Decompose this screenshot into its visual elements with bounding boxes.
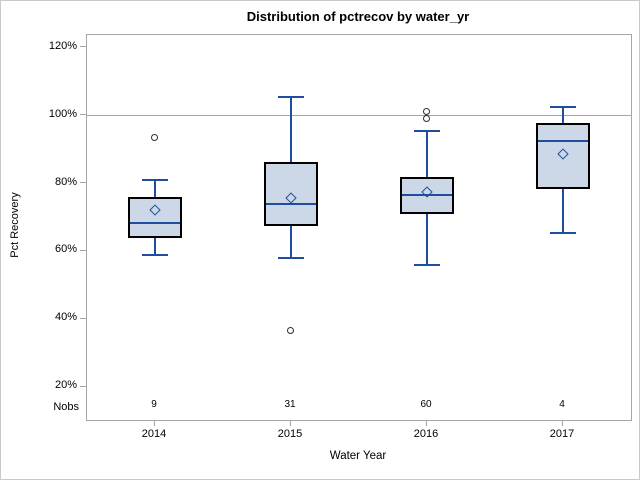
x-tick-mark xyxy=(289,420,291,426)
whisker-cap-lower xyxy=(142,253,168,256)
median-line xyxy=(538,140,588,143)
whisker-cap-upper xyxy=(550,106,576,109)
outlier-marker xyxy=(423,108,430,116)
x-tick-label: 2017 xyxy=(549,428,575,440)
y-tick-mark xyxy=(80,385,86,387)
y-tick-label: 20% xyxy=(54,379,77,392)
x-axis-label: Water Year xyxy=(329,450,387,462)
whisker-stem-upper xyxy=(562,107,564,123)
x-tick-mark xyxy=(153,420,155,426)
median-line xyxy=(266,202,316,205)
x-tick-label: 2016 xyxy=(413,428,439,440)
y-axis-label: Pct Recovery xyxy=(9,192,21,258)
x-tick-mark xyxy=(561,420,563,426)
y-tick-mark xyxy=(80,249,86,251)
y-tick-label: 100% xyxy=(48,107,77,120)
reference-line xyxy=(87,115,631,117)
y-tick-mark xyxy=(80,317,86,319)
outlier-marker xyxy=(287,327,294,335)
nobs-value: 31 xyxy=(284,399,296,410)
median-line xyxy=(402,194,452,197)
whisker-stem-lower xyxy=(562,188,564,233)
iqr-box xyxy=(128,197,182,238)
whisker-cap-lower xyxy=(414,263,440,266)
x-tick-label: 2015 xyxy=(277,428,303,440)
iqr-box xyxy=(264,161,318,226)
y-tick-label: 60% xyxy=(54,243,77,256)
whisker-stem-upper xyxy=(290,97,292,162)
chart-title: Distribution of pctrecov by water_yr xyxy=(246,9,470,24)
whisker-stem-upper xyxy=(154,180,156,198)
y-tick-mark xyxy=(80,46,86,48)
y-tick-mark xyxy=(80,114,86,116)
whisker-stem-lower xyxy=(290,225,292,259)
y-tick-label: 120% xyxy=(48,39,77,52)
whisker-cap-lower xyxy=(278,257,304,260)
nobs-row-label: Nobs xyxy=(53,401,79,413)
median-line xyxy=(130,221,180,224)
whisker-stem-lower xyxy=(426,214,428,265)
whisker-cap-upper xyxy=(142,179,168,182)
whisker-cap-lower xyxy=(550,231,576,234)
whisker-stem-lower xyxy=(154,237,156,255)
whisker-cap-upper xyxy=(278,96,304,99)
outlier-marker xyxy=(151,133,158,141)
y-tick-mark xyxy=(80,182,86,184)
whisker-stem-upper xyxy=(426,130,428,177)
y-tick-label: 40% xyxy=(54,311,77,324)
plot-area xyxy=(86,34,632,421)
iqr-box xyxy=(536,122,590,189)
whisker-cap-upper xyxy=(414,129,440,132)
outlier-marker xyxy=(423,115,430,123)
x-tick-mark xyxy=(425,420,427,426)
x-tick-label: 2014 xyxy=(141,428,167,440)
nobs-value: 60 xyxy=(420,399,432,410)
y-tick-label: 80% xyxy=(54,175,77,188)
nobs-value: 4 xyxy=(559,399,565,410)
nobs-value: 9 xyxy=(151,399,157,410)
